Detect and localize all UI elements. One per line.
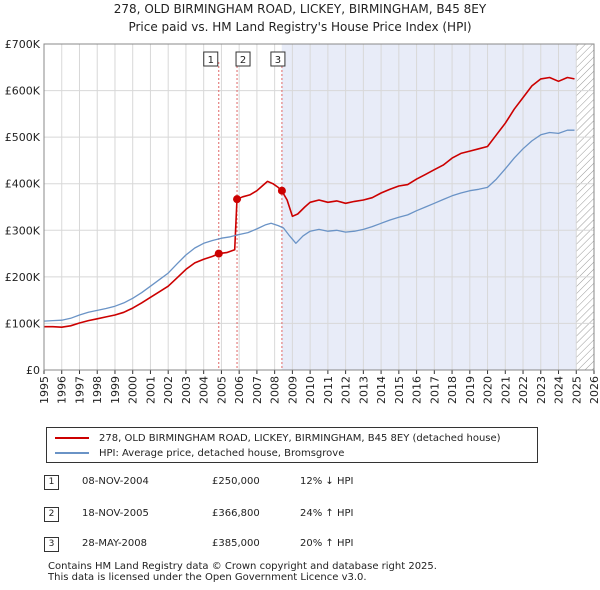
sale-marker-box [270,51,286,67]
transaction-row: 3 28-MAY-2008 £385,000 20% ↑ HPI [44,537,564,553]
x-tick-label: 2003 [180,376,193,404]
legend-item-hpi: HPI: Average price, detached house, Brom… [55,446,344,460]
y-tick-label: £600K [5,85,41,98]
x-tick-label: 2010 [304,376,317,404]
transaction-date: 18-NOV-2005 [82,508,149,519]
sale-point [277,186,286,195]
x-tick-label: 2026 [588,376,600,404]
x-tick-label: 2000 [127,376,140,404]
y-tick-label: £700K [5,38,41,51]
legend-swatch-hpi [55,452,89,454]
y-tick-label: £200K [5,271,41,284]
x-tick-label: 2014 [375,376,388,404]
sale-marker-box [203,51,219,67]
transaction-price: £366,800 [212,508,260,519]
transaction-price: £250,000 [212,476,260,487]
x-tick-label: 2022 [517,376,530,404]
transaction-date: 28-MAY-2008 [82,538,148,549]
property-price-line [44,76,575,328]
legend-label-property: 278, OLD BIRMINGHAM ROAD, LICKEY, BIRMIN… [99,432,501,444]
x-tick-label: 2005 [215,376,228,404]
footer-line-2: This data is licensed under the Open Gov… [48,572,367,583]
x-tick-label: 2009 [286,376,299,404]
forecast-hatch [576,44,594,370]
x-tick-label: 2017 [428,376,441,404]
transaction-hpi-diff: 20% ↑ HPI [300,538,354,549]
transaction-row: 2 18-NOV-2005 £366,800 24% ↑ HPI [44,507,564,523]
transaction-hpi-diff: 12% ↓ HPI [300,476,354,487]
transaction-hpi-diff: 24% ↑ HPI [300,508,354,519]
y-tick-label: £500K [5,131,41,144]
legend-swatch-property [55,437,89,439]
x-tick-label: 2020 [482,376,495,404]
x-tick-label: 2023 [535,376,548,404]
transaction-row: 1 08-NOV-2004 £250,000 12% ↓ HPI [44,475,564,491]
x-tick-label: 2025 [570,376,583,404]
chart-legend: 278, OLD BIRMINGHAM ROAD, LICKEY, BIRMIN… [46,427,538,463]
sale-marker-label: 3 [275,55,281,66]
price-chart: £0 £100K £200K £300K £400K £500K £600K £700K 199… [5,38,600,404]
x-tick-label: 2019 [464,376,477,404]
chart-title: 278, OLD BIRMINGHAM ROAD, LICKEY, BIRMIN… [113,2,487,16]
sale-point [233,195,242,204]
x-tick-label: 2018 [446,376,459,404]
hpi-line [43,129,575,322]
x-tick-label: 2008 [269,376,282,404]
x-tick-label: 2006 [233,376,246,404]
y-tick-label: £100K [5,317,41,330]
y-tick-label: £300K [5,224,41,237]
sale-marker-label: 2 [240,55,246,66]
x-tick-label: 1998 [91,376,104,404]
x-tick-label: 1996 [56,376,69,404]
chart-subtitle: Price paid vs. HM Land Registry's House … [128,20,472,34]
x-tick-label: 2001 [144,376,157,404]
y-tick-label: £0 [26,364,40,377]
x-tick-label: 2013 [357,376,370,404]
y-tick-label: £400K [5,178,41,191]
transaction-number: 3 [44,537,59,552]
x-tick-label: 2015 [393,376,406,404]
x-tick-label: 2007 [251,376,264,404]
transaction-price: £385,000 [212,538,260,549]
footer-notice: Contains HM Land Registry data © Crown c… [48,561,437,583]
x-tick-label: 2004 [198,376,211,404]
x-tick-label: 2011 [322,376,335,404]
sale-marker-label: 1 [208,55,214,66]
x-tick-label: 2012 [340,376,353,404]
x-tick-label: 2002 [162,376,175,404]
x-tick-label: 2021 [499,376,512,404]
transaction-date: 08-NOV-2004 [82,476,149,487]
transaction-number: 2 [44,507,59,522]
sale-marker-box [235,51,251,67]
shaded-region [281,44,577,370]
plot-border [43,43,595,371]
x-tick-label: 1995 [38,376,51,404]
sale-point [214,249,223,258]
x-tick-label: 2024 [553,376,566,404]
x-tick-label: 1999 [109,376,122,404]
footer-line-1: Contains HM Land Registry data © Crown c… [48,561,437,572]
x-tick-label: 2016 [411,376,424,404]
x-tick-label: 1997 [73,376,86,404]
legend-item-property: 278, OLD BIRMINGHAM ROAD, LICKEY, BIRMIN… [55,431,501,445]
transaction-number: 1 [44,475,59,490]
legend-label-hpi: HPI: Average price, detached house, Brom… [99,447,345,459]
